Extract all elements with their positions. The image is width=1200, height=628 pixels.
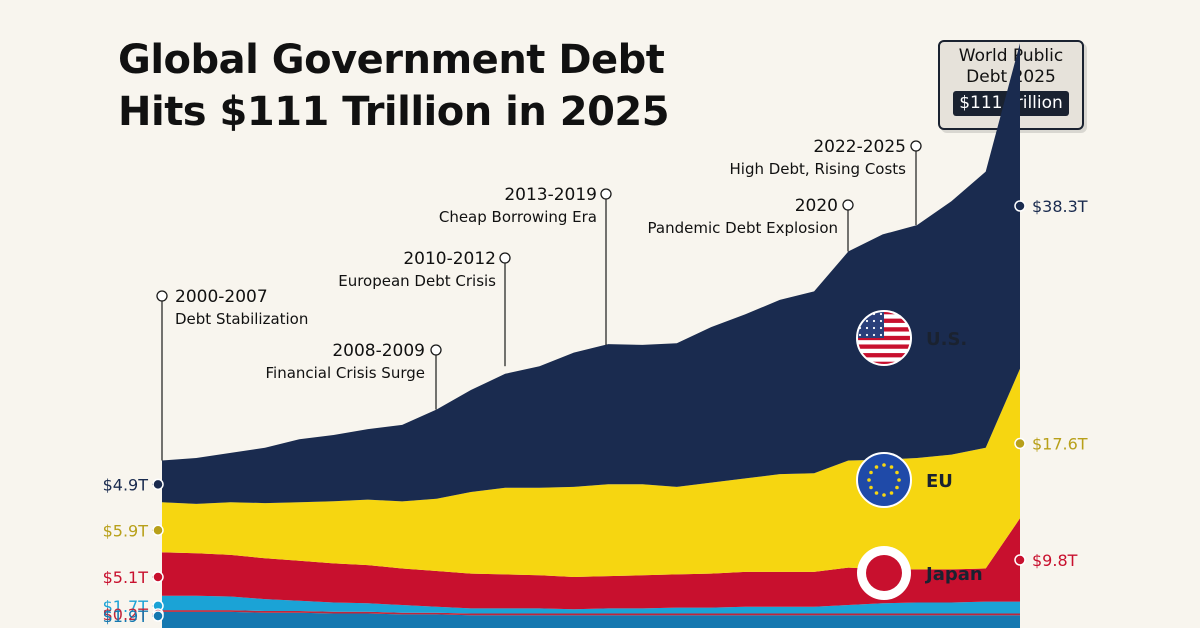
title-line-1: Global Government Debt <box>118 37 665 83</box>
start-label-band6: $1.9T <box>103 607 149 626</box>
badge-line-1: World Public <box>958 46 1064 66</box>
start-label-japan: $5.1T <box>103 568 149 587</box>
region-labels: U.S. EU Japan <box>856 310 983 600</box>
end-dot-us <box>1014 200 1026 212</box>
area-japan <box>162 518 1020 610</box>
annotation-period-5: 2022-2025 <box>813 137 906 157</box>
eu-flag-icon <box>856 452 912 508</box>
annotation-desc-5: High Debt, Rising Costs <box>730 160 907 178</box>
title-line-2: Hits $111 Trillion in 2025 <box>118 89 670 135</box>
annotation-desc-0: Debt Stabilization <box>175 310 308 328</box>
region-label-us: U.S. <box>926 329 967 350</box>
end-label-japan: $9.8T <box>1032 551 1078 570</box>
annotation-dot-4 <box>842 199 854 211</box>
annotation-dot-1 <box>430 344 442 356</box>
end-value-labels: $38.3T $17.6T $9.8T <box>1014 197 1088 570</box>
annotation-dot-0 <box>156 290 168 302</box>
annotation-period-1: 2008-2009 <box>332 341 425 361</box>
annotation-dot-3 <box>600 188 612 200</box>
world-debt-badge: World Public Debt 2025 $111 Trillion <box>938 40 1084 130</box>
us-flag-icon <box>856 310 912 366</box>
annotation-layer: 2000-2007 Debt Stabilization 2008-2009 Fina… <box>156 137 922 461</box>
start-label-band5: $0.2T <box>103 605 149 624</box>
start-label-band4: $1.7T <box>103 597 149 616</box>
start-dot-us <box>152 478 164 491</box>
region-label-japan: Japan <box>924 564 983 585</box>
area-layers <box>162 43 1020 628</box>
page-title: Global Government Debt Hits $111 Trillio… <box>118 34 670 138</box>
start-dot-eu <box>152 524 164 537</box>
start-label-us: $4.9T <box>103 475 149 494</box>
area-band4 <box>162 595 1020 614</box>
annotation-period-3: 2013-2019 <box>504 185 597 205</box>
end-label-us: $38.3T <box>1032 197 1088 216</box>
annotation-period-4: 2020 <box>795 196 838 216</box>
area-band6 <box>162 611 1020 628</box>
area-us <box>162 43 1020 504</box>
start-dot-band6 <box>152 610 164 622</box>
region-label-eu: EU <box>926 471 953 492</box>
area-eu <box>162 368 1020 577</box>
annotation-period-0: 2000-2007 <box>175 287 268 307</box>
annotation-desc-1: Financial Crisis Surge <box>265 364 425 382</box>
start-dot-japan <box>152 571 164 583</box>
end-label-eu: $17.6T <box>1032 435 1088 454</box>
end-dot-japan <box>1014 554 1026 566</box>
start-label-eu: $5.9T <box>103 521 149 540</box>
annotation-dot-5 <box>910 140 922 152</box>
annotation-desc-2: European Debt Crisis <box>338 272 496 290</box>
annotation-dot-2 <box>499 252 511 264</box>
annotation-desc-4: Pandemic Debt Explosion <box>648 219 838 237</box>
annotation-desc-3: Cheap Borrowing Era <box>439 208 597 226</box>
start-value-labels: $4.9T $5.9T $5.1T $1.7T$0.2T$1.9T <box>103 475 164 626</box>
area-band5 <box>162 610 1020 616</box>
annotation-period-2: 2010-2012 <box>403 249 496 269</box>
end-dot-eu <box>1014 437 1026 450</box>
japan-flag-icon <box>857 546 911 600</box>
